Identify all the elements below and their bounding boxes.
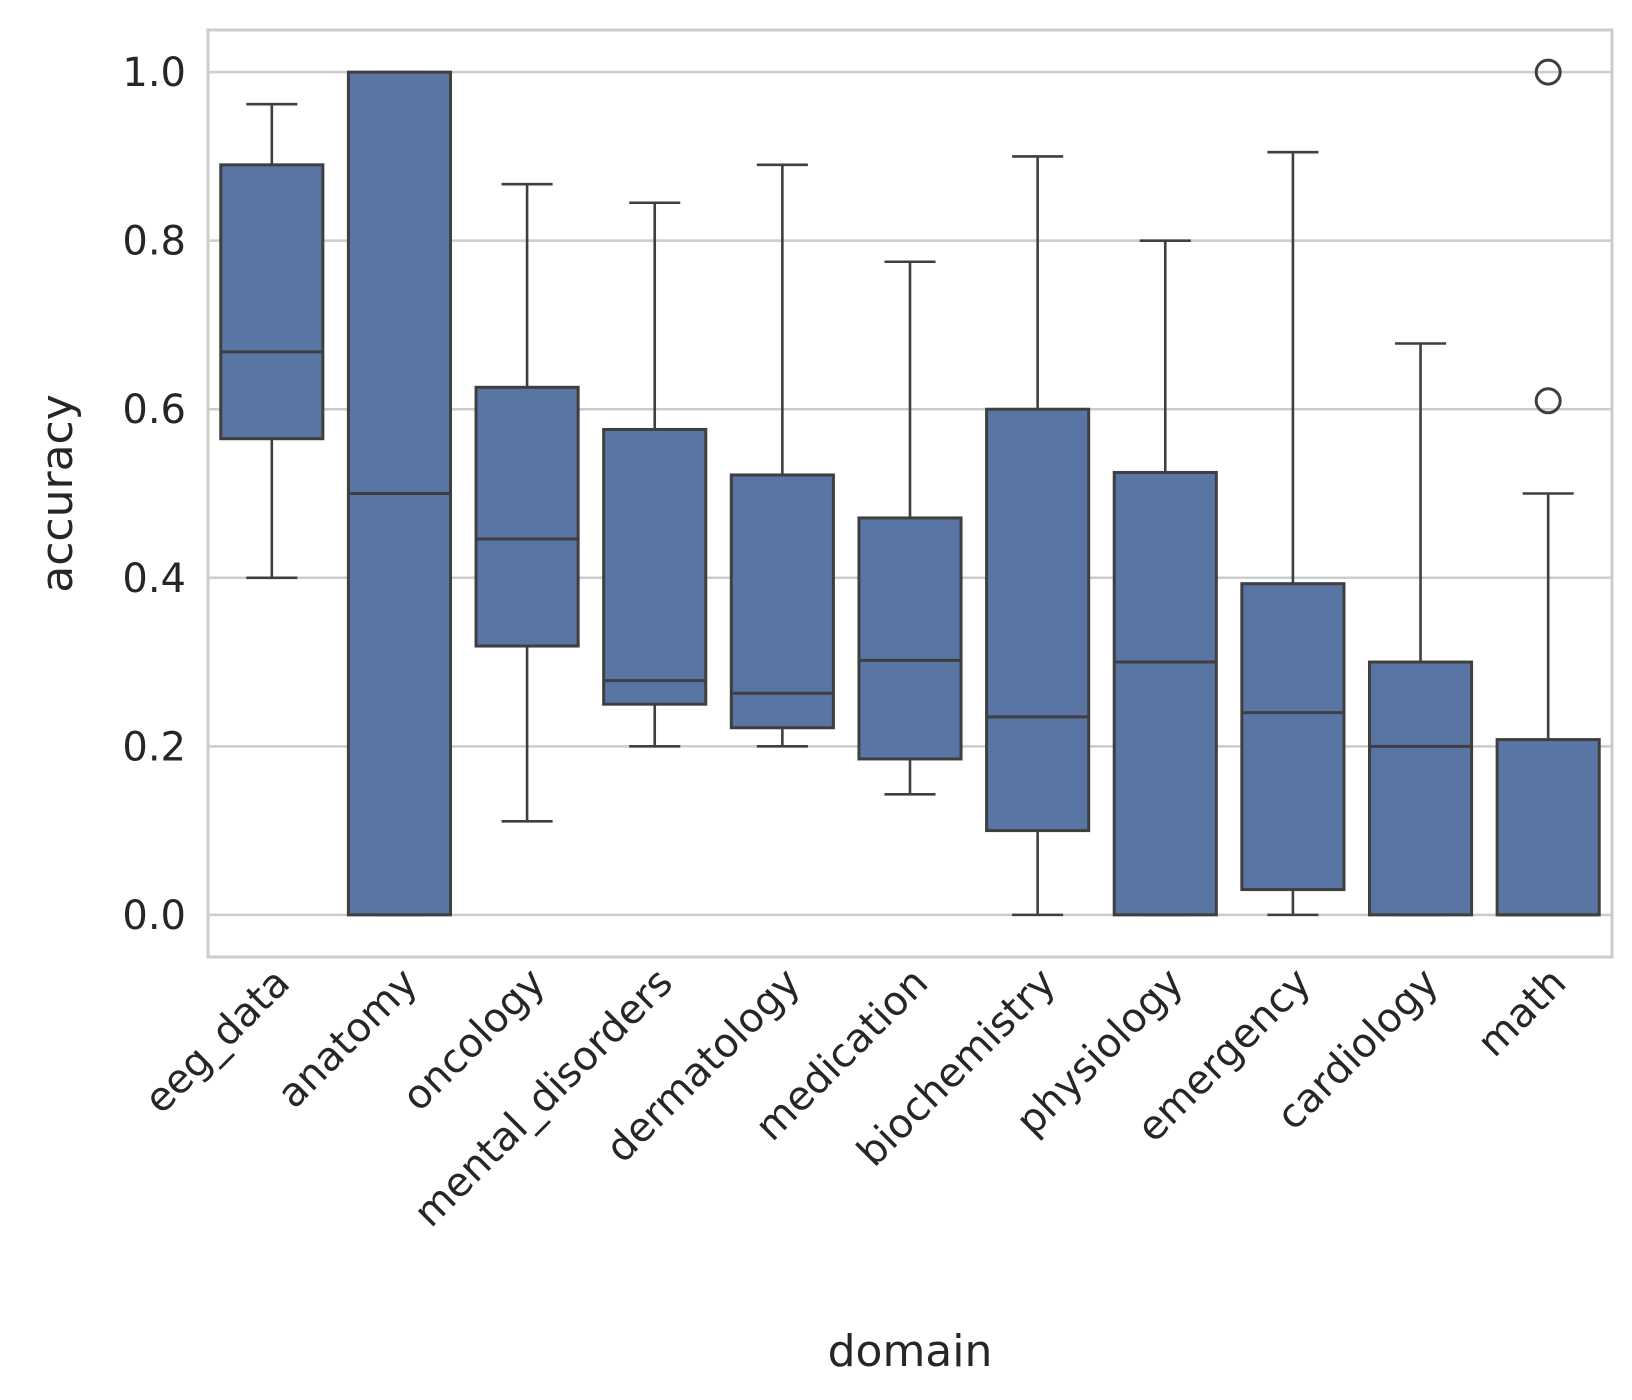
box-math xyxy=(1495,58,1601,917)
x-axis-title: domain xyxy=(828,1326,993,1377)
x-tick-labels: eeg_dataanatomyoncologymental_disordersd… xyxy=(136,960,1576,1237)
iqr-box xyxy=(1367,660,1474,917)
outlier-point xyxy=(1534,58,1562,86)
iqr-box xyxy=(602,427,708,706)
outlier-point xyxy=(1534,387,1562,415)
plot-frame xyxy=(206,28,1614,959)
box-physiology xyxy=(1112,239,1218,917)
box-cardiology xyxy=(1367,342,1474,917)
box-biochemistry xyxy=(985,155,1091,917)
iqr-box xyxy=(1240,582,1346,892)
box-anatomy xyxy=(346,70,453,917)
iqr-box xyxy=(985,407,1091,833)
iqr-box xyxy=(219,163,325,441)
box-medication xyxy=(857,260,963,796)
y-tick-labels: 0.0 0.2 0.4 0.6 0.8 1.0 xyxy=(122,50,186,939)
iqr-box xyxy=(474,385,580,648)
iqr-box xyxy=(1112,470,1218,917)
x-tick-label: eeg_data xyxy=(136,960,299,1123)
x-tick-label: math xyxy=(1469,960,1575,1066)
y-tick-label: 0.8 xyxy=(122,219,186,265)
box-eeg_data xyxy=(219,102,325,580)
y-tick-label: 1.0 xyxy=(122,50,186,96)
y-tick-label: 0.4 xyxy=(122,556,186,602)
box-emergency xyxy=(1240,150,1346,917)
box-dermatology xyxy=(729,163,835,748)
y-tick-label: 0.2 xyxy=(122,724,186,770)
y-tick-label: 0.6 xyxy=(122,387,186,433)
y-axis-title: accuracy xyxy=(32,394,83,593)
box-oncology xyxy=(474,182,580,823)
box-mental_disorders xyxy=(602,201,708,748)
iqr-box xyxy=(729,473,835,730)
iqr-box xyxy=(1495,738,1601,917)
iqr-box xyxy=(857,516,963,761)
y-tick-label: 0.0 xyxy=(122,893,186,939)
boxes xyxy=(219,58,1601,917)
